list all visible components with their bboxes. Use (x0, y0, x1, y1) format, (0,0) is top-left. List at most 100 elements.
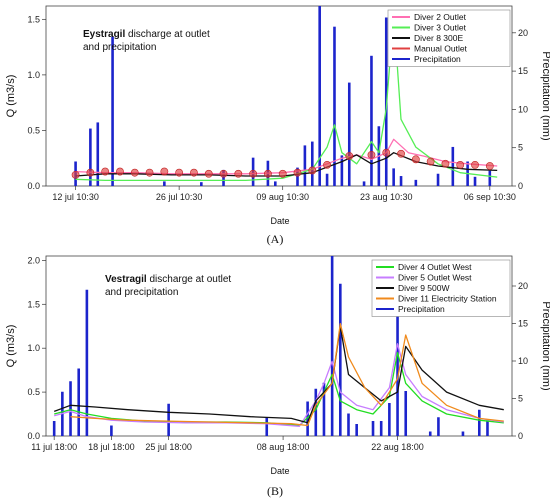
panel-a-manual-point (323, 160, 331, 169)
panel-a-manual-point (160, 167, 169, 176)
panel-a-precip-bar (333, 26, 336, 187)
panel-b-precip-bar (437, 417, 440, 436)
panel-a-manual-point (426, 157, 435, 166)
panel-b-ylabel-right: Precipitation (mm) (540, 301, 550, 390)
panel-b-series-line (70, 322, 504, 427)
panel-a-ytick-label: 0.5 (27, 125, 40, 135)
panel-a-manual-point (101, 167, 110, 176)
panel-a-manual-point (456, 160, 465, 169)
panel-b-precip-bar (110, 425, 113, 436)
panel-a-title-bold: Eystragil (83, 29, 125, 40)
panel-a-manual-point (345, 152, 354, 160)
panel-a-manual-point (293, 168, 302, 177)
panel-a-chart: 0.0 0.5 1.0 1.5 0 5 10 15 20 12 jul 10:30 26 jul… (5, 5, 550, 246)
panel-a-x-axis: 12 jul 10:30 26 jul 10:30 09 aug 10:30 23 a… (52, 186, 516, 202)
panel-b-legend-label: Diver 11 Electricity Station (398, 294, 497, 304)
panel-b-legend-label: Diver 4 Outlet West (398, 262, 472, 272)
panel-a-manual-point (116, 167, 124, 176)
panel-b-xtick-label: 22 aug 18:00 (371, 442, 424, 452)
panel-b-ytick-label: 1.5 (27, 299, 40, 309)
panel-a-manual-point (234, 169, 243, 178)
panel-b-precip-bar (477, 409, 481, 436)
panel-a-legend-label: Precipitation (414, 54, 461, 64)
panel-a-manual-point (86, 168, 95, 177)
panel-a-manual-point (441, 159, 450, 168)
panel-b-title-rest: discharge at outlet (147, 274, 232, 285)
panel-b-ylabel: Q (m3/s) (5, 325, 17, 368)
panel-a-discharge-lines (71, 13, 498, 182)
panel-b-precip-bar (404, 391, 408, 436)
panel-a-right-axis: 0 5 10 15 20 (512, 28, 528, 191)
panel-a-y2tick-label: 5 (518, 143, 523, 153)
panel-a-manual-point (471, 160, 479, 169)
panel-b-precip-bar (322, 382, 326, 436)
panel-a-y2tick-label: 10 (518, 104, 528, 114)
panel-b-right-axis: 0 5 10 15 20 (512, 281, 528, 441)
panel-b-precip-bar (371, 421, 375, 436)
panel-b-legend-label: Diver 9 500W (398, 283, 450, 293)
panel-b-precip-bar (355, 424, 358, 436)
panel-a-precip-bar (399, 176, 403, 186)
panel-a-xtick-label: 23 aug 10:30 (360, 192, 413, 202)
panel-b-xtick-label: 08 aug 18:00 (257, 442, 310, 452)
panel-b-xtick-label: 11 jul 18:00 (31, 442, 77, 452)
panel-a-precip-bar (392, 168, 395, 186)
panel-a-manual-point (219, 169, 228, 178)
panel-b-precip-bar (265, 418, 269, 436)
panel-a-title-line2: and precipitation (83, 42, 156, 53)
panel-a-manual-point (130, 168, 139, 177)
panel-a-precip-bar (370, 55, 373, 187)
panel-b-xtick-label: 18 jul 18:00 (88, 442, 135, 452)
panel-a-precip-bar (340, 155, 344, 186)
panel-b-precip-bar (396, 312, 399, 436)
panel-b-xlabel: Date (270, 466, 289, 476)
panel-b-legend-label: Precipitation (398, 304, 445, 314)
panel-b-series-line (54, 351, 504, 427)
panel-a-precip-bar (163, 181, 166, 186)
panel-b-title-bold: Vestragil (105, 274, 147, 285)
panel-a-legend-label: Diver 2 Outlet (414, 12, 467, 22)
panel-b-precip-bar (461, 431, 465, 436)
panel-a-series-line (75, 138, 498, 175)
panel-b-precip-bar (85, 289, 89, 436)
panel-a-manual-point (411, 155, 420, 164)
panel-a-manual-point (264, 169, 272, 178)
panel-a-xtick-label: 12 jul 10:30 (52, 192, 99, 202)
panel-b-plot-frame (45, 255, 513, 437)
panel-a-precip-bar (473, 176, 477, 186)
panel-a-y2tick-label: 0 (518, 181, 523, 191)
panel-b-precip-bar (339, 283, 342, 436)
panel-b-y2tick-label: 0 (518, 431, 523, 441)
panel-a-legend-label: Diver 8 300E (414, 33, 463, 43)
panel-b-legend-label: Diver 5 Outlet West (398, 273, 472, 283)
panel-a-manual-point (367, 150, 376, 159)
panel-a-left-axis: 0.0 0.5 1.0 1.5 (27, 14, 46, 191)
panel-a-ylabel-right: Precipitation (mm) (540, 51, 550, 140)
panel-b-ytick-label: 0.0 (27, 431, 40, 441)
panel-a-manual-point (278, 169, 287, 178)
panel-a-precip-bar (296, 167, 299, 186)
panel-b-label: (B) (267, 484, 283, 498)
panel-a-manual-point (190, 168, 198, 177)
panel-b-y2tick-label: 20 (518, 281, 528, 291)
panel-b-precip-bar (428, 431, 432, 436)
panel-a-precip-bar (200, 182, 203, 186)
panel-a-y2tick-label: 15 (518, 66, 528, 76)
panel-a-precip-bar (488, 170, 492, 186)
panel-b-series-line (54, 343, 504, 427)
panel-b-x-axis: 11 jul 18:00 18 jul 18:00 25 jul 18:00 08 a… (31, 436, 424, 452)
panel-a-precip-bar (414, 179, 418, 186)
panel-b-precip-bar (77, 368, 81, 436)
panel-b-y2tick-label: 15 (518, 319, 528, 329)
panel-b-discharge-lines (53, 322, 504, 427)
panel-a-precip-bar (274, 181, 277, 186)
panel-b-precip-bar (330, 256, 334, 436)
panel-a-xtick-label: 26 jul 10:30 (156, 192, 203, 202)
panel-a-precip-bar (310, 141, 314, 186)
panel-a-ylabel: Q (m3/s) (5, 75, 17, 118)
panel-b-ytick-label: 2.0 (27, 255, 40, 265)
panel-a-plot-frame (45, 5, 513, 187)
panel-b-precip-bar (167, 403, 170, 436)
